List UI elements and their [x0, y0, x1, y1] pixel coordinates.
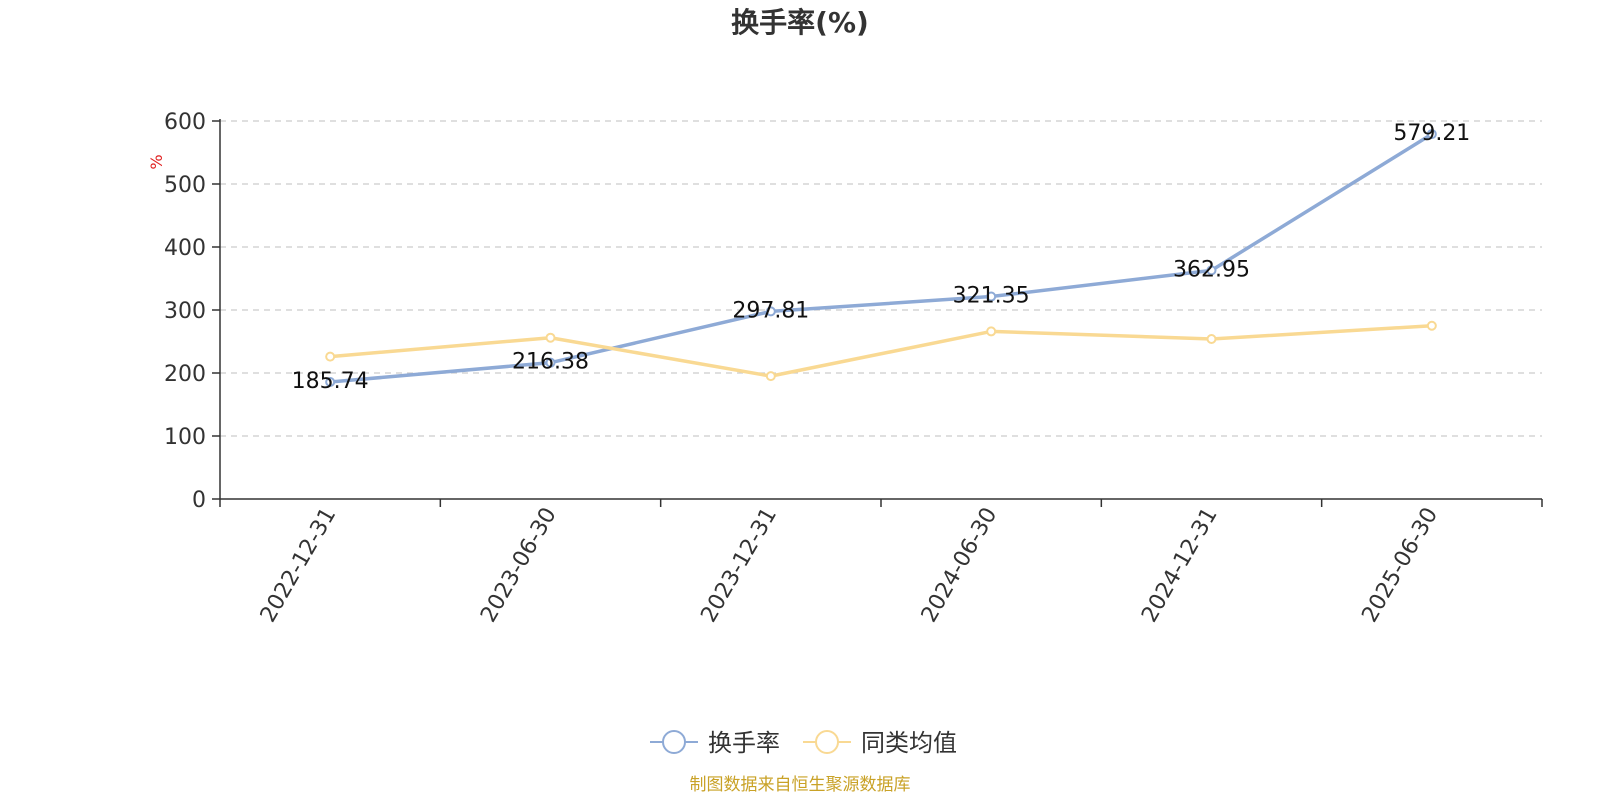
axes: 0 100 200 300 400 500 600 2022-12-31 2023-06-30 2… — [164, 110, 1543, 627]
series-2-point — [325, 351, 336, 362]
data-label: 579.21 — [1393, 121, 1470, 146]
x-tick-label: 2024-06-30 — [917, 504, 1003, 627]
chart-title: 换手率(%) — [731, 6, 869, 39]
y-tick-label: 200 — [164, 362, 206, 387]
y-tick-label: 100 — [164, 425, 206, 450]
series-2-point — [545, 332, 556, 343]
y-tick-label: 400 — [164, 236, 206, 261]
series-lines — [325, 129, 1437, 387]
series-line-1 — [328, 132, 1434, 384]
data-labels: 185.74 216.38 297.81 321.35 362.95 579.21 — [292, 121, 1471, 394]
series-2-point — [765, 371, 776, 382]
series-1-point — [1426, 129, 1437, 140]
legend-marker — [815, 730, 839, 754]
x-tick-label: 2024-12-31 — [1137, 504, 1223, 627]
series-1-point — [1206, 265, 1217, 276]
series-1-point — [986, 291, 997, 302]
series-2-point — [1206, 333, 1217, 344]
y-tick-label: 600 — [164, 110, 206, 135]
data-label: 185.74 — [292, 369, 369, 394]
data-label: 321.35 — [953, 284, 1030, 309]
data-label: 297.81 — [732, 298, 809, 323]
legend-marker — [662, 730, 686, 754]
series-2-point — [1426, 320, 1437, 331]
y-tick-label: 300 — [164, 299, 206, 324]
data-label: 216.38 — [512, 350, 589, 375]
series-2-point — [986, 326, 997, 337]
legend-item-2[interactable]: 同类均值 — [803, 729, 957, 757]
x-tick-label: 2023-06-30 — [476, 504, 562, 627]
legend-label: 同类均值 — [861, 729, 957, 757]
legend[interactable]: 换手率 同类均值 — [650, 729, 957, 757]
y-axis-unit-label: % — [147, 154, 166, 169]
series-line-2 — [328, 324, 1434, 378]
x-tick-label: 2022-12-31 — [256, 504, 342, 627]
x-tick-label: 2023-12-31 — [696, 504, 782, 627]
x-tick-label: 2025-06-30 — [1357, 504, 1443, 627]
series-1-point — [325, 376, 336, 387]
grid-lines — [220, 120, 1542, 437]
y-tick-label: 500 — [164, 173, 206, 198]
legend-label: 换手率 — [708, 729, 780, 757]
legend-item-1[interactable]: 换手率 — [650, 729, 780, 757]
series-1-point — [545, 357, 556, 368]
source-note: 制图数据来自恒生聚源数据库 — [690, 775, 911, 795]
series-1-point — [765, 306, 776, 317]
data-label: 362.95 — [1173, 257, 1250, 282]
y-tick-label: 0 — [192, 488, 206, 513]
